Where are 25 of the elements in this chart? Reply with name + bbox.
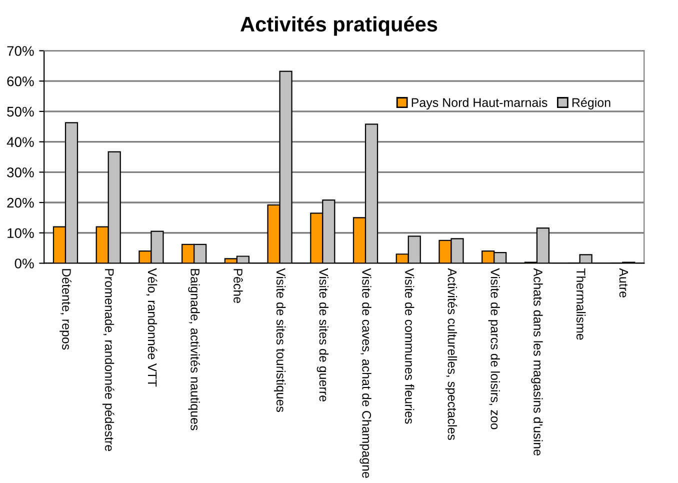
x-tick-label: Visite de sites touristiques xyxy=(274,268,286,412)
x-tick-label: Baignade, activités nautiques xyxy=(188,269,200,430)
y-tick-label: 50% xyxy=(7,106,34,117)
x-tick-label: Vélo, randonnée VTT xyxy=(146,268,158,387)
legend-label: Pays Nord Haut-marnais xyxy=(412,98,548,110)
x-tick-label: Visite de communes fleuries xyxy=(405,268,414,424)
x-tick-label: Promenade, randonnée pédestre xyxy=(102,269,114,452)
x-tick-label: Visite de caves, achat de Champagne xyxy=(360,268,372,478)
y-tick-label: 10% xyxy=(8,228,34,238)
x-tick-label: Autre xyxy=(619,268,628,298)
y-tick-label: 0% xyxy=(14,258,34,268)
x-tick-label: Activités culturelles, spectacles xyxy=(445,268,458,440)
legend-label: Région xyxy=(572,98,610,110)
x-tick-label: Pêche xyxy=(234,269,243,303)
x-tick-label: Thermalisme xyxy=(576,268,586,340)
x-tick-label: Visite de sites de guerre xyxy=(316,268,328,402)
y-tick-label: 20% xyxy=(7,198,34,208)
y-tick-label: 70% xyxy=(7,46,34,56)
y-tick-label: 40% xyxy=(6,137,34,147)
x-tick-label: Détente, repos xyxy=(60,269,72,350)
x-tick-label: Visite de parcs de loisirs, zoo xyxy=(488,268,500,430)
y-tick-label: 60% xyxy=(7,76,34,86)
chart-title: Activités pratiquées xyxy=(240,16,438,36)
y-tick-label: 30% xyxy=(7,167,34,178)
x-tick-label: Achats dans les magasins d'usine xyxy=(531,268,543,456)
